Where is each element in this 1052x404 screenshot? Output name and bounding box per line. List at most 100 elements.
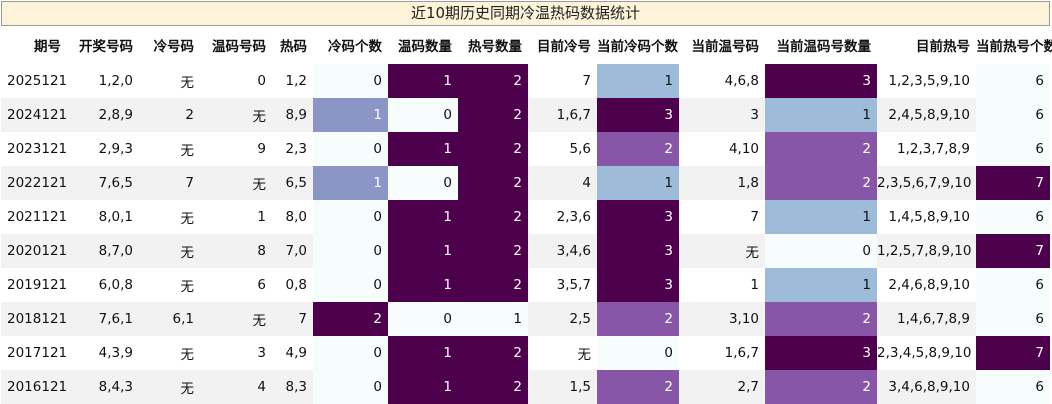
table-cell: 6 <box>976 98 1050 132</box>
column-header: 期号 <box>34 39 61 55</box>
table-cell: 0 <box>313 64 388 98</box>
table-cell: 1,6,7 <box>528 98 597 132</box>
table-cell: 2017121 <box>1 336 67 370</box>
table-cell: 1 <box>597 166 679 200</box>
table-cell: 2 <box>458 132 528 166</box>
table-cell: 0 <box>597 336 679 370</box>
table-cell: 3 <box>765 336 877 370</box>
table-cell: 1 <box>679 268 765 302</box>
table-cell: 8,4,3 <box>67 370 139 404</box>
table-cell: 1 <box>597 64 679 98</box>
header-row: 期号 开奖号码 冷号码 温码号码 热码 冷码个数 温码数量 热号数量 目前冷号 当前冷码个数 当前温… <box>1 26 1052 64</box>
table-cell: 0,8 <box>272 268 313 302</box>
table-cell: 1 <box>388 268 458 302</box>
column-header: 目前冷号 <box>537 39 591 55</box>
table-cell: 2 <box>765 132 877 166</box>
table-cell: 1 <box>765 200 877 234</box>
column-header: 开奖号码 <box>79 39 133 55</box>
stats-table: 期号 开奖号码 冷号码 温码号码 热码 冷码个数 温码数量 热号数量 目前冷号 当前冷码个数 当前温… <box>1 26 1052 404</box>
table-cell: 6,0,8 <box>67 268 139 302</box>
table-cell: 2,3,4,5,8,9,10 <box>877 336 976 370</box>
table-cell: 无 <box>139 64 200 98</box>
table-cell: 2 <box>458 98 528 132</box>
table-cell: 1 <box>313 166 388 200</box>
table-cell: 1,2,3,5,9,10 <box>877 64 976 98</box>
table-cell: 0 <box>313 370 388 404</box>
table-cell: 2 <box>765 302 877 336</box>
column-header: 当前温码号数量 <box>776 39 872 55</box>
table-cell: 1 <box>388 200 458 234</box>
table-cell: 无 <box>200 166 272 200</box>
table-cell: 1 <box>765 268 877 302</box>
table-cell: 8,9 <box>272 98 313 132</box>
table-cell: 6 <box>976 132 1050 166</box>
table-cell: 1,2,3,7,8,9 <box>877 132 976 166</box>
table-cell: 7 <box>139 166 200 200</box>
table-cell: 4 <box>200 370 272 404</box>
table-cell: 6 <box>976 64 1050 98</box>
table-row: 2020121 8,7,0 无 8 7,0 0 1 2 3,4,6 3 无 0 1,2,5,7,8,9,… <box>1 234 1050 268</box>
table-cell: 1 <box>388 234 458 268</box>
table-cell: 2 <box>458 166 528 200</box>
column-header: 热号数量 <box>468 39 522 55</box>
table-cell: 5,6 <box>528 132 597 166</box>
table-cell: 2 <box>458 200 528 234</box>
column-header: 温码数量 <box>398 39 452 55</box>
table-cell: 3 <box>597 268 679 302</box>
table-row: 2021121 8,0,1 无 1 8,0 0 1 2 2,3,6 3 7 1 1,4,5,8,9,10… <box>1 200 1050 234</box>
table-cell: 无 <box>139 336 200 370</box>
table-cell: 1 <box>388 64 458 98</box>
table-cell: 1 <box>765 98 877 132</box>
column-header: 热码 <box>280 39 307 55</box>
table-cell: 2,4,6,8,9,10 <box>877 268 976 302</box>
table-cell: 2 <box>458 234 528 268</box>
table-cell: 2 <box>458 370 528 404</box>
table-cell: 无 <box>139 234 200 268</box>
table-cell: 2 <box>313 302 388 336</box>
table-cell: 1,4,6,7,8,9 <box>877 302 976 336</box>
table-cell: 7,6,1 <box>67 302 139 336</box>
column-header: 当前冷码个数 <box>597 39 678 55</box>
table-cell: 2023121 <box>1 132 67 166</box>
table-cell: 0 <box>388 302 458 336</box>
table-cell: 7 <box>976 234 1050 268</box>
table-cell: 4,3,9 <box>67 336 139 370</box>
table-cell: 8,7,0 <box>67 234 139 268</box>
table-cell: 2 <box>765 370 877 404</box>
table-cell: 3,4,6 <box>528 234 597 268</box>
table-cell: 3 <box>679 98 765 132</box>
table-cell: 2,5 <box>528 302 597 336</box>
table-cell: 8,0,1 <box>67 200 139 234</box>
table-cell: 4,10 <box>679 132 765 166</box>
table-cell: 2,4,5,8,9,10 <box>877 98 976 132</box>
table-cell: 1 <box>388 336 458 370</box>
table-cell: 2,3,5,6,7,9,10 <box>877 166 976 200</box>
table-cell: 2,9,3 <box>67 132 139 166</box>
table-cell: 7 <box>272 302 313 336</box>
table-cell: 0 <box>388 166 458 200</box>
table-row: 2025121 1,2,0 无 0 1,2 0 1 2 7 1 4,6,8 3 1,2,3,5,9,10… <box>1 64 1050 98</box>
table-cell: 2 <box>458 64 528 98</box>
table-cell: 3 <box>597 200 679 234</box>
table-cell: 0 <box>313 336 388 370</box>
table-cell: 7 <box>528 64 597 98</box>
table-cell: 0 <box>313 132 388 166</box>
table-cell: 1,5 <box>528 370 597 404</box>
table-row: 2023121 2,9,3 无 9 2,3 0 1 2 5,6 2 4,10 2 1,2,3,7,8,9… <box>1 132 1050 166</box>
table-cell: 6,1 <box>139 302 200 336</box>
column-header: 温码号码 <box>212 39 266 55</box>
column-header: 当前热号个数 <box>976 39 1052 55</box>
column-header: 当前温号码 <box>691 39 760 55</box>
table-row: 2017121 4,3,9 无 3 4,9 0 1 2 无 0 1,6,7 3 2,3,4,5,8,9,… <box>1 336 1050 370</box>
table-cell: 6 <box>976 302 1050 336</box>
table-cell: 7 <box>976 166 1050 200</box>
table-cell: 6 <box>976 268 1050 302</box>
table-cell: 8,0 <box>272 200 313 234</box>
table-row: 2019121 6,0,8 无 6 0,8 0 1 2 3,5,7 3 1 1 2,4,6,8,9,10… <box>1 268 1050 302</box>
column-header: 冷码个数 <box>328 39 382 55</box>
table-cell: 7,0 <box>272 234 313 268</box>
table-cell: 2016121 <box>1 370 67 404</box>
table-cell: 6 <box>200 268 272 302</box>
table-row: 2022121 7,6,5 7 无 6,5 1 0 2 4 1 1,8 2 2,3,5,6,7,9,10… <box>1 166 1050 200</box>
table-cell: 无 <box>139 370 200 404</box>
